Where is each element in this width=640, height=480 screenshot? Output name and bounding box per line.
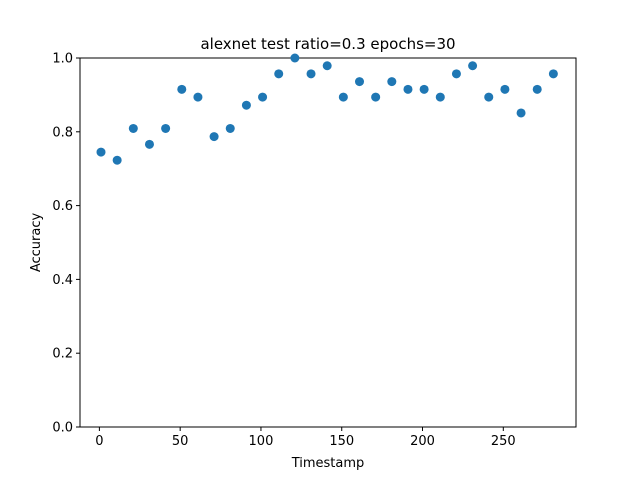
x-axis-label: Timestamp bbox=[291, 456, 365, 471]
y-tick-label: 0.8 bbox=[52, 125, 73, 140]
data-point bbox=[500, 84, 510, 94]
y-axis: 0.0 0.2 0.4 0.6 0.8 1.0 bbox=[52, 52, 80, 436]
data-point bbox=[177, 84, 187, 94]
data-point bbox=[387, 77, 397, 87]
data-point bbox=[241, 100, 251, 110]
y-tick-label: 0.6 bbox=[52, 199, 73, 214]
y-tick-label: 1.0 bbox=[52, 52, 73, 67]
data-point bbox=[451, 69, 461, 79]
data-point bbox=[144, 139, 154, 149]
data-point bbox=[96, 147, 106, 157]
data-point bbox=[355, 77, 365, 87]
x-axis: 0 50 100 150 200 250 bbox=[95, 427, 516, 449]
data-point bbox=[290, 53, 300, 63]
data-point bbox=[532, 84, 542, 94]
data-point bbox=[306, 69, 316, 79]
data-point bbox=[274, 69, 284, 79]
data-point bbox=[225, 123, 235, 133]
data-point bbox=[548, 69, 558, 79]
y-tick-label: 0.2 bbox=[52, 347, 73, 362]
data-point bbox=[128, 123, 138, 133]
data-point bbox=[322, 61, 332, 71]
data-point bbox=[484, 92, 494, 102]
data-point bbox=[161, 123, 171, 133]
plot-area-frame bbox=[79, 57, 577, 428]
data-point bbox=[258, 92, 268, 102]
y-tick-label: 0.4 bbox=[52, 273, 73, 288]
x-tick-label: 200 bbox=[410, 434, 435, 449]
data-point bbox=[193, 92, 203, 102]
x-tick-label: 150 bbox=[329, 434, 354, 449]
data-point bbox=[435, 92, 445, 102]
data-point bbox=[338, 92, 348, 102]
x-tick-label: 0 bbox=[95, 434, 103, 449]
y-axis-label: Accuracy bbox=[29, 213, 44, 273]
chart-title: alexnet test ratio=0.3 epochs=30 bbox=[200, 35, 455, 53]
data-point bbox=[419, 84, 429, 94]
data-point bbox=[403, 84, 413, 94]
data-point bbox=[516, 108, 526, 118]
x-tick-label: 250 bbox=[491, 434, 516, 449]
y-tick-label: 0.0 bbox=[52, 421, 73, 436]
x-tick-label: 50 bbox=[172, 434, 189, 449]
x-tick-label: 100 bbox=[249, 434, 274, 449]
data-points bbox=[96, 53, 558, 165]
data-point bbox=[371, 92, 381, 102]
data-point bbox=[468, 61, 478, 71]
data-point bbox=[112, 155, 122, 165]
data-point bbox=[209, 132, 219, 142]
